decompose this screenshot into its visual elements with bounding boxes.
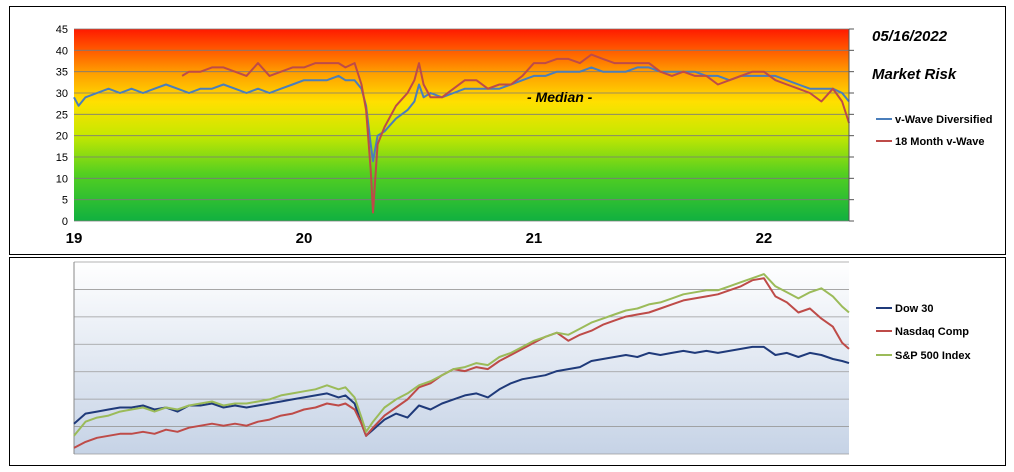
risk-y-tick-label: 5 xyxy=(62,195,68,207)
risk-y-tick-label: 40 xyxy=(56,45,68,57)
chart-title: Market Risk xyxy=(872,66,957,83)
series-line-s-p-500-index xyxy=(73,273,850,437)
legend-label-nasdaq-comp: Nasdaq Comp xyxy=(895,326,969,338)
risk-y-tick-label: 10 xyxy=(56,173,68,185)
legend-label-vwave-diversified: v-Wave Diversified xyxy=(895,114,992,126)
series-line-18-month-v-wave xyxy=(181,53,850,214)
date-label: 05/16/2022 xyxy=(872,28,948,45)
risk-x-tick-label: 22 xyxy=(756,230,773,247)
legend-label-sp500: S&P 500 Index xyxy=(895,350,971,362)
risk-x-tick-label: 20 xyxy=(296,230,313,247)
index-plot-area xyxy=(74,262,849,454)
risk-y-tick-label: 45 xyxy=(56,24,68,36)
risk-plot-area xyxy=(74,29,849,221)
risk-y-tick-label: 25 xyxy=(56,109,68,121)
market-risk-chart: 0 5 10 15 20 25 30 35 40 45 19 20 21 22 - Median - 0… xyxy=(56,24,993,247)
index-performance-panel: Dow 30 Nasdaq Comp S&P 500 Index xyxy=(9,257,1006,466)
risk-y-tick-label: 20 xyxy=(56,131,68,143)
legend-label-18-month-vwave: 18 Month v-Wave xyxy=(895,136,984,148)
risk-y-tick-label: 35 xyxy=(56,67,68,79)
risk-y-tick-label: 0 xyxy=(62,216,68,228)
index-performance-chart: Dow 30 Nasdaq Comp S&P 500 Index xyxy=(73,261,971,455)
legend-label-dow-30: Dow 30 xyxy=(895,303,934,315)
series-line-dow-30 xyxy=(73,345,850,437)
market-risk-panel: 0 5 10 15 20 25 30 35 40 45 19 20 21 22 - Median - 0… xyxy=(9,6,1006,255)
risk-x-tick-label: 21 xyxy=(526,230,543,247)
median-annotation: - Median - xyxy=(527,89,593,105)
series-line-v-wave-diversified xyxy=(73,66,850,163)
risk-y-tick-label: 15 xyxy=(56,152,68,164)
risk-y-tick-label: 30 xyxy=(56,88,68,100)
risk-x-tick-label: 19 xyxy=(66,230,83,247)
